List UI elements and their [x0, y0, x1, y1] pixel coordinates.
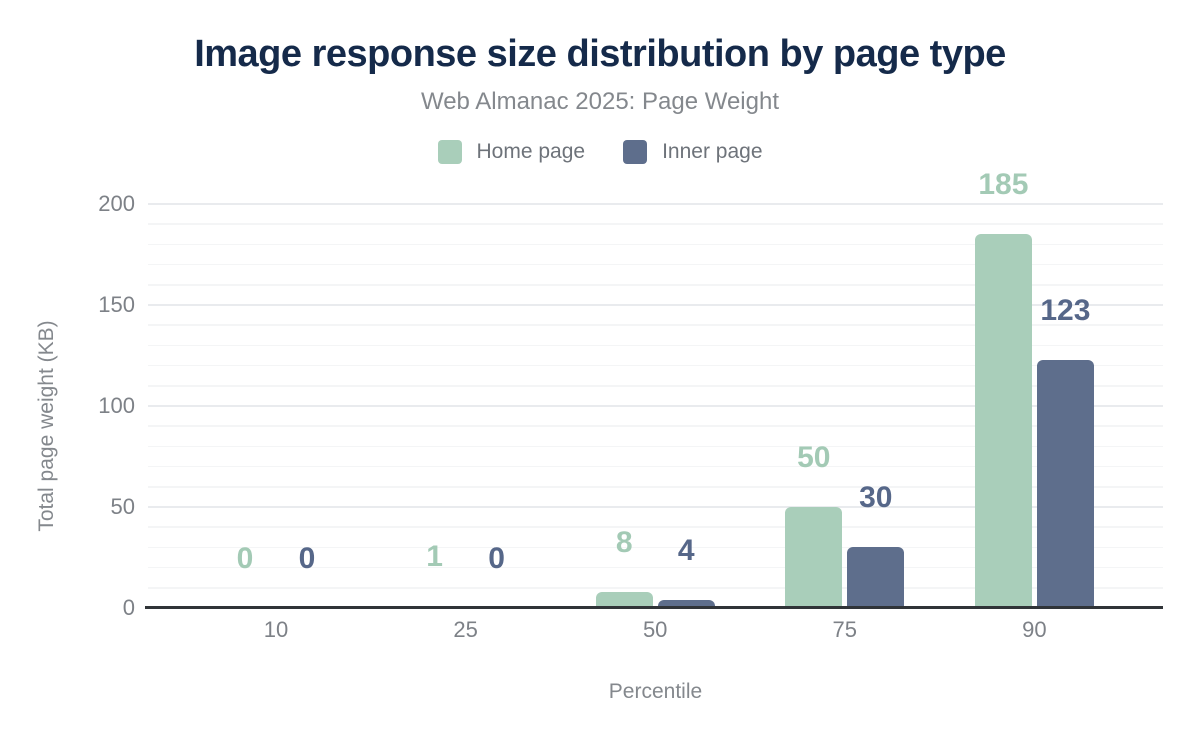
major-gridline-150	[148, 304, 1163, 306]
bar-inner-page-p75: 30	[847, 483, 905, 608]
legend-item-inner-page: Inner page	[623, 140, 763, 164]
major-gridline-50	[148, 506, 1163, 508]
bar-inner-page-p90: 123	[1036, 295, 1094, 608]
legend-label: Home page	[476, 140, 586, 163]
bar-inner-page-p50: 4	[657, 535, 715, 608]
bar-home-page-p50: 8	[595, 527, 653, 608]
minor-gridline-160	[148, 284, 1163, 286]
legend-swatch-icon	[437, 140, 462, 164]
legend-item-home-page: Home page	[437, 140, 586, 164]
minor-gridline-80	[148, 445, 1163, 448]
minor-gridline-130	[148, 344, 1163, 347]
y-tick-100: 100	[98, 393, 135, 418]
value-label: 50	[797, 441, 831, 474]
legend-swatch-icon	[623, 140, 648, 164]
value-label: 0	[488, 542, 505, 575]
value-label: 4	[677, 533, 695, 567]
bar-group-p50: 8 4 50	[560, 204, 750, 641]
x-tick-10: 10	[263, 617, 289, 642]
minor-gridline-60	[148, 486, 1163, 488]
chart-title: Image response size distribution by page…	[194, 33, 1006, 75]
y-axis-title: Total page weight (KB)	[35, 320, 58, 532]
value-label: 8	[615, 525, 633, 559]
x-tick-50: 50	[642, 617, 668, 642]
value-label: 30	[859, 481, 893, 515]
bar-group-p75: 50 30 75	[750, 204, 940, 641]
y-tick-0: 0	[122, 595, 135, 620]
major-gridline-100	[148, 405, 1163, 407]
minor-gridline-190	[148, 223, 1163, 225]
x-axis-line	[145, 606, 1163, 609]
value-label: 185	[978, 168, 1029, 202]
x-tick-75: 75	[832, 617, 858, 642]
minor-gridline-120	[148, 364, 1163, 367]
chart-legend: Home page Inner page	[0, 140, 1200, 164]
minor-gridline-70	[148, 465, 1163, 468]
minor-gridline-40	[148, 526, 1163, 528]
value-label: 1	[426, 539, 443, 573]
value-label: 123	[1040, 293, 1091, 327]
chart-subtitle: Web Almanac 2025: Page Weight	[420, 88, 779, 115]
value-label: 0	[298, 542, 316, 575]
minor-gridline-170	[148, 263, 1163, 266]
bar-home-page-p75: 50	[785, 443, 843, 608]
minor-gridline-180	[148, 243, 1163, 246]
minor-gridline-90	[148, 425, 1163, 427]
bar-group-p10: 0 0 10	[181, 204, 371, 641]
y-tick-200: 200	[98, 191, 135, 216]
minor-gridline-20	[148, 566, 1163, 569]
minor-gridline-140	[148, 324, 1163, 326]
x-axis-title: Percentile	[608, 680, 703, 703]
legend-label: Inner page	[662, 140, 763, 163]
plot-area: Percentile 0 50 100 150 200 0 0 10 1 0 25 8 4 50 50 30 7…	[98, 170, 1163, 703]
major-gridline-200	[148, 203, 1163, 205]
bar-group-p90: 185 123 90	[939, 170, 1129, 641]
value-label: 0	[236, 542, 254, 575]
bar-home-page-p90: 185	[974, 170, 1032, 608]
y-tick-50: 50	[110, 494, 135, 519]
y-tick-150: 150	[98, 292, 135, 317]
x-tick-90: 90	[1022, 617, 1047, 642]
minor-gridline-30	[148, 546, 1163, 549]
x-tick-25: 25	[453, 617, 478, 642]
minor-gridline-10	[148, 587, 1163, 589]
minor-gridline-110	[148, 385, 1163, 387]
bar-group-p25: 1 0 25	[371, 204, 561, 641]
